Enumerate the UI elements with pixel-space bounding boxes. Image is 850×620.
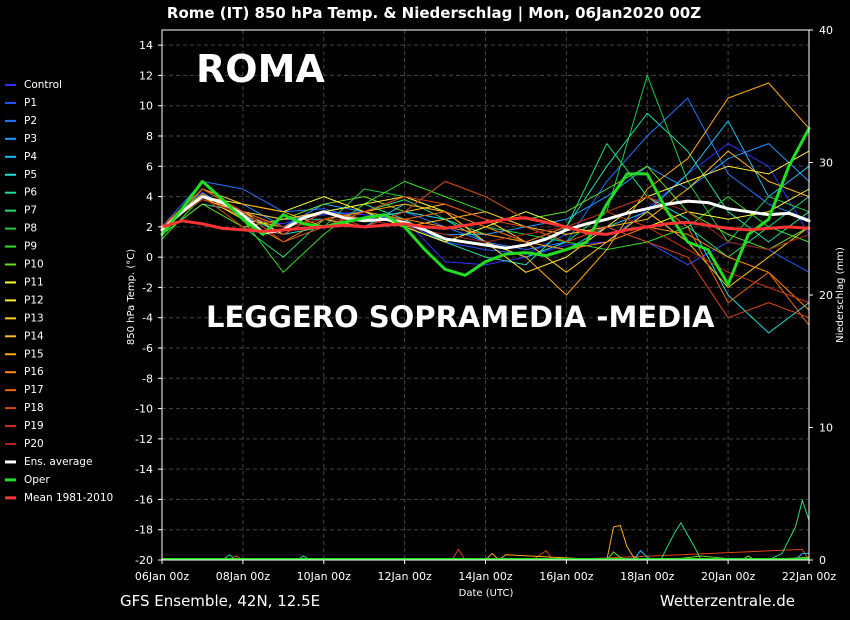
- y-axis-label: 850 hPa Temp. (°C): [126, 249, 137, 345]
- y-tick-label: -12: [135, 433, 153, 446]
- y2-tick-label: 0: [819, 554, 826, 567]
- x-axis-label: Date (UTC): [459, 588, 514, 599]
- series-line-mean-1981-2010: [160, 216, 811, 236]
- y2-tick-label: 30: [819, 157, 833, 170]
- y-tick-label: 12: [139, 69, 153, 82]
- x-tick-label: 06Jan 00z: [135, 570, 189, 583]
- x-tick-label: 16Jan 00z: [539, 570, 593, 583]
- chart-title: Rome (IT) 850 hPa Temp. & Niederschlag |…: [167, 4, 701, 23]
- y-tick-label: 10: [139, 100, 153, 113]
- footer-source: Wetterzentrale.de: [660, 592, 795, 610]
- y2-tick-label: 40: [819, 24, 833, 37]
- legend-label-p2: P2: [24, 115, 37, 127]
- y-tick-label: 8: [146, 130, 153, 143]
- y-tick-label: -6: [142, 342, 153, 355]
- y-tick-label: 4: [146, 191, 153, 204]
- legend-label-control: Control: [24, 79, 62, 91]
- legend-label-p5: P5: [24, 169, 37, 181]
- legend-label-p17: P17: [24, 384, 44, 396]
- overlay-forecast-label: LEGGERO SOPRAMEDIA -MEDIA: [206, 300, 715, 334]
- y2-tick-label: 10: [819, 422, 833, 435]
- y-tick-label: -2: [142, 281, 153, 294]
- x-axis-ticks: 06Jan 00z 08Jan 00z 10Jan 00z 12Jan 00z 14Ja…: [135, 560, 836, 583]
- x-tick-label: 18Jan 00z: [620, 570, 674, 583]
- x-tick-label: 22Jan 00z: [782, 570, 836, 583]
- legend-label-mean-1981-2010: Mean 1981-2010: [24, 492, 113, 504]
- legend-label-p11: P11: [24, 276, 44, 288]
- series-line-p17: [161, 196, 810, 326]
- legend-label-p1: P1: [24, 97, 37, 109]
- y2-axis-ticks: 40 30 20 10 0: [809, 24, 833, 567]
- legend-label-p12: P12: [24, 294, 44, 306]
- temperature-series: [160, 74, 811, 334]
- legend-label-p3: P3: [24, 133, 37, 145]
- series-line-p20: [161, 196, 810, 251]
- legend-label-p7: P7: [24, 205, 37, 217]
- series-line-p16: [161, 193, 810, 311]
- y-axis-ticks: 14 12 10 8 6 4 2 0 -2 -4 -6 -8 -10 -12 -14 -16 -18 -20: [135, 39, 162, 567]
- series-line-oper: [160, 126, 811, 286]
- legend-label-p10: P10: [24, 259, 44, 271]
- y-tick-label: 2: [146, 221, 153, 234]
- y2-axis-label: Niederschlag (mm): [835, 247, 846, 343]
- y-tick-label: -18: [135, 524, 153, 537]
- y-tick-label: -14: [135, 463, 153, 476]
- y-tick-label: -10: [135, 403, 153, 416]
- y-tick-label: -8: [142, 372, 153, 385]
- y-tick-label: -4: [142, 312, 153, 325]
- legend-label-p6: P6: [24, 187, 37, 199]
- y-tick-label: -16: [135, 493, 153, 506]
- y-tick-label: 14: [139, 39, 153, 52]
- y-tick-label: 6: [146, 160, 153, 173]
- legend-label-ens-average: Ens. average: [24, 456, 92, 468]
- y-tick-label: -20: [135, 554, 153, 567]
- legend-label-p4: P4: [24, 151, 37, 163]
- y-tick-label: 0: [146, 251, 153, 264]
- legend-label-p8: P8: [24, 223, 37, 235]
- legend-label-p15: P15: [24, 348, 44, 360]
- x-tick-label: 08Jan 00z: [216, 570, 270, 583]
- x-tick-label: 12Jan 00z: [378, 570, 432, 583]
- footer-model-info: GFS Ensemble, 42N, 12.5E: [120, 592, 320, 610]
- x-tick-label: 14Jan 00z: [458, 570, 512, 583]
- legend-label-p14: P14: [24, 330, 44, 342]
- legend-label-p16: P16: [24, 366, 44, 378]
- legend-label-p9: P9: [24, 241, 37, 253]
- series-line-p14: [161, 150, 810, 235]
- legend-label-p13: P13: [24, 312, 44, 324]
- overlay-city-label: ROMA: [196, 47, 325, 91]
- precip-line-p15: [162, 524, 809, 561]
- legend: Control P1 P2 P3 P4 P5 P6 P7 P8 P9 P10 P11 P12 P13 P14…: [5, 79, 113, 504]
- legend-label-p18: P18: [24, 402, 44, 414]
- x-tick-label: 10Jan 00z: [297, 570, 351, 583]
- legend-label-p20: P20: [24, 438, 44, 450]
- x-tick-label: 20Jan 00z: [701, 570, 755, 583]
- y2-tick-label: 20: [819, 289, 833, 302]
- legend-label-oper: Oper: [24, 474, 50, 486]
- legend-label-p19: P19: [24, 420, 44, 432]
